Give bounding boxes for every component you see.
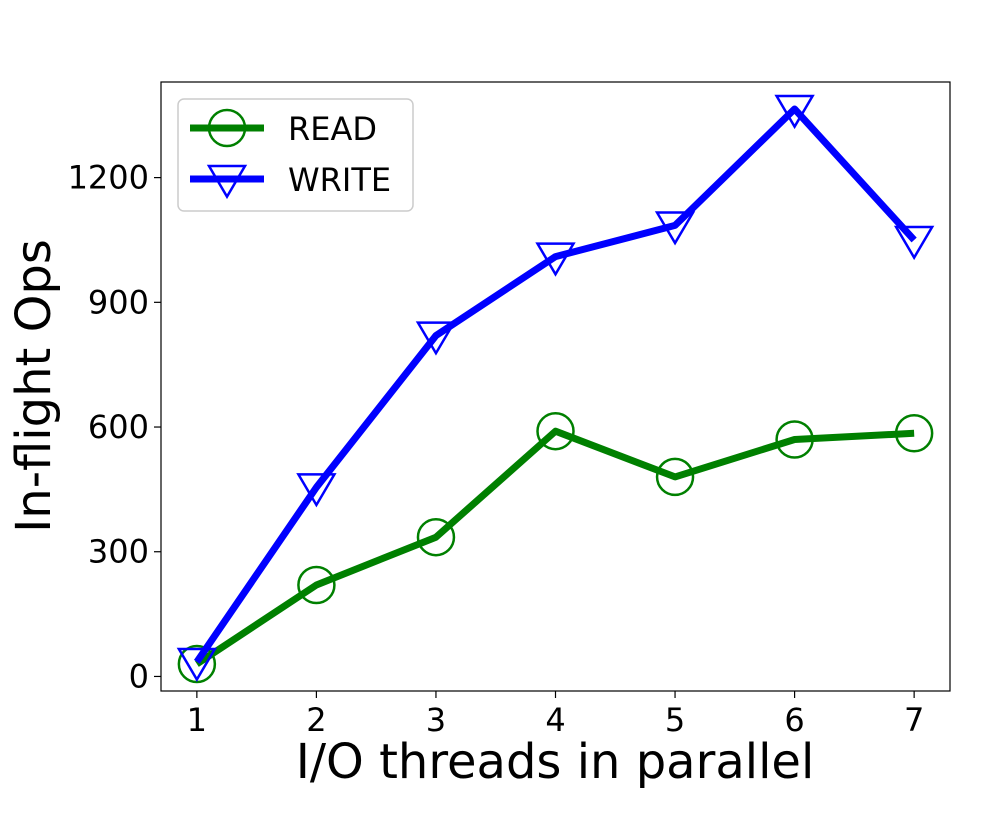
y-ticks: 0 300 600 900 1200 — [68, 159, 161, 695]
data-point-write — [535, 242, 576, 277]
x-tick-label: 1 — [187, 701, 207, 739]
data-point-write — [176, 647, 218, 683]
series-line-read — [194, 427, 915, 667]
x-tick-label: 5 — [665, 701, 685, 739]
legend-marker-write — [206, 164, 248, 200]
x-ticks: 1 2 3 4 5 6 7 — [187, 691, 924, 739]
series-layer — [176, 94, 935, 684]
data-point-write — [774, 94, 815, 130]
series-line-write — [193, 105, 917, 664]
x-tick-label: 6 — [784, 701, 804, 739]
data-point-read — [775, 420, 814, 459]
legend-label-write: WRITE — [288, 161, 391, 199]
legend-marker-read — [207, 108, 247, 148]
data-point-read — [416, 517, 456, 557]
x-tick-label: 4 — [545, 701, 565, 739]
legend: READ WRITE — [177, 98, 414, 212]
x-tick-label: 2 — [306, 701, 326, 739]
data-point-write — [296, 473, 337, 508]
series-write — [176, 94, 935, 683]
y-tick-label: 900 — [88, 283, 149, 321]
data-point-write — [415, 321, 457, 356]
x-tick-label: 3 — [426, 701, 446, 739]
legend-label-read: READ — [288, 110, 377, 148]
data-point-read — [655, 457, 695, 497]
data-point-read — [536, 411, 575, 451]
y-tick-label: 1200 — [68, 159, 149, 197]
data-point-read — [894, 414, 934, 453]
data-point-read — [297, 565, 336, 605]
y-tick-label: 0 — [129, 657, 149, 695]
y-tick-label: 300 — [88, 533, 149, 571]
x-tick-label: 7 — [904, 701, 924, 739]
y-axis-label: In-flight Ops — [6, 239, 62, 533]
y-tick-label: 600 — [88, 408, 149, 446]
data-point-write — [654, 211, 696, 246]
legend-entry-read: READ — [190, 108, 377, 148]
legend-entry-write: WRITE — [190, 161, 391, 200]
data-point-write — [893, 225, 935, 261]
x-axis-label: I/O threads in parallel — [296, 734, 815, 790]
legend-entries: READ WRITE — [190, 108, 391, 200]
